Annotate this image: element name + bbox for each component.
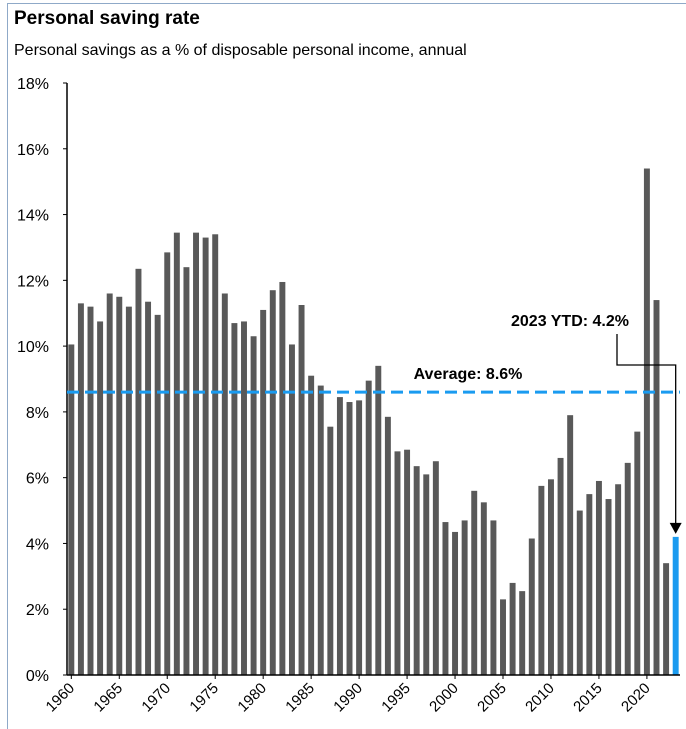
x-tick-label: 1960 [43,680,79,716]
bar [615,484,622,675]
y-tick-label: 0% [26,668,49,685]
bar [413,466,420,675]
bar [519,591,526,675]
bar [135,268,142,675]
x-tick-label: 1980 [234,680,270,716]
bar [356,400,363,675]
bar [605,499,612,675]
bar [212,234,219,676]
y-tick-label: 14% [17,208,49,225]
annotation-label: 2023 YTD: 4.2% [511,313,629,330]
bar [116,296,123,675]
bar [423,474,430,675]
bar [538,485,545,675]
bar [452,531,459,675]
bar [500,599,506,675]
y-tick-label: 18% [17,76,49,93]
y-tick-label: 8% [26,405,49,422]
x-tick-label: 1985 [282,680,318,716]
bar [663,563,670,675]
bar [164,252,171,675]
bar [346,402,353,675]
average-label: Average: 8.6% [414,366,523,383]
bar [87,306,94,675]
bar [241,321,247,675]
bar [547,479,554,675]
bar [595,480,602,675]
frame [7,3,686,729]
bar [375,365,382,675]
y-tick-label: 6% [26,471,49,488]
bar [288,344,295,675]
bar [154,314,161,675]
bar [586,494,593,675]
x-tick-label: 1975 [186,680,222,716]
bar [509,582,516,675]
y-tick-label: 10% [17,339,49,356]
x-tick-label: 1965 [90,680,126,716]
chart-title: Personal saving rate [14,8,200,29]
y-tick-label: 4% [26,536,49,553]
bar [384,416,391,675]
bar [231,323,238,675]
bar [77,303,84,675]
bar [193,232,200,675]
bar [471,490,478,675]
bar [202,237,209,676]
bar [461,520,468,675]
bar [643,168,650,675]
x-tick-label: 1990 [330,680,366,716]
x-tick-label: 2005 [474,680,510,716]
bar [260,309,267,675]
bar [183,267,190,675]
bar [336,397,343,675]
bar [528,538,535,675]
bar [145,301,152,675]
bar [634,431,641,675]
arrow-head [669,522,682,534]
bar [125,306,132,675]
bar [490,520,497,675]
bar [557,457,564,675]
bar [308,375,315,675]
bar [432,461,439,675]
bar [97,321,104,675]
bar [68,344,75,675]
bar [567,415,574,675]
bar [480,502,487,675]
bar [250,336,257,675]
bar [624,462,631,675]
bar [394,451,401,675]
x-tick-label: 1970 [138,680,174,716]
bar [672,536,679,675]
bar [365,380,372,675]
x-tick-label: 2015 [570,680,606,716]
y-tick-label: 16% [17,142,49,159]
annotation-arrow [616,334,677,525]
x-tick-label: 1995 [378,680,414,716]
bar [173,232,180,675]
bar [317,385,324,675]
bar [269,290,276,675]
bar [576,510,583,675]
bar [279,281,286,675]
x-tick-label: 2020 [618,680,654,716]
y-tick-label: 12% [17,273,49,290]
bar [298,305,305,675]
y-tick-label: 2% [26,602,49,619]
bar [404,449,411,675]
bar [327,426,334,675]
x-tick-label: 2010 [522,680,558,716]
x-tick-label: 2000 [426,680,462,716]
bar [653,300,660,675]
bar [442,522,449,675]
chart-subtitle: Personal savings as a % of disposable pe… [14,42,467,59]
bar [106,293,113,675]
bar [221,293,228,675]
